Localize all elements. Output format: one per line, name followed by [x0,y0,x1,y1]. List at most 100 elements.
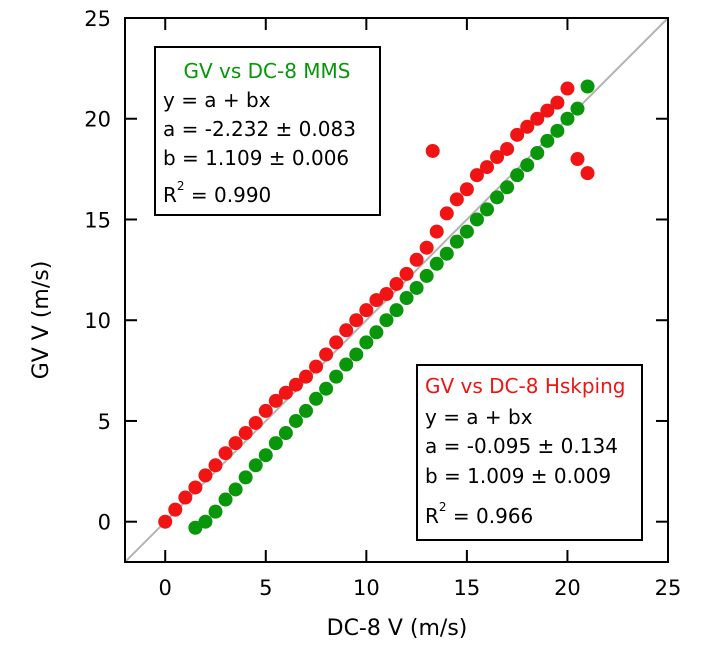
stat-box-hskping: GV vs DC-8 Hskping y = a + bx a = -0.095… [416,364,643,541]
stat-box-mms-a: a = -2.232 ± 0.083 [163,117,356,141]
hskping-point [480,160,494,175]
stat-box-mms-title: GV vs DC-8 MMS [183,59,350,83]
stat-box-hskping-a: a = -0.095 ± 0.134 [425,434,618,458]
stat-box-mms-b: b = 1.109 ± 0.006 [163,146,349,170]
y-tick-label: 15 [84,208,111,232]
r-superscript: 2 [177,179,185,193]
r2-value: = 0.966 [447,504,534,528]
y-tick-label: 5 [98,410,111,434]
mms-point [309,391,324,406]
hskping-point [399,266,414,281]
mms-point [540,133,555,148]
stat-box-hskping-equation: y = a + bx [425,405,533,429]
hskping-point [570,152,585,167]
mms-point [288,413,303,428]
hskping-point [530,111,545,126]
series-mms-points [188,79,595,535]
y-tick-label: 25 [84,7,111,31]
hskping-point [409,252,424,267]
y-axis-title: GV V (m/s) [29,261,54,380]
mms-point [248,458,263,473]
mms-point [329,369,344,384]
y-tick-label: 10 [84,309,111,333]
mms-point [520,158,535,173]
mms-point [268,436,283,451]
y-tick-label: 20 [84,108,111,132]
mms-point [349,347,364,362]
mms-point [208,504,223,519]
mms-point [500,180,515,195]
hskping-point [349,313,364,328]
stat-box-mms: GV vs DC-8 MMS y = a + bx a = -2.232 ± 0… [154,46,381,216]
mms-point [439,246,454,261]
y-tick-label: 0 [98,511,111,535]
hskping-point [510,127,525,142]
stat-box-hskping-b: b = 1.009 ± 0.009 [425,464,611,488]
mms-point [580,79,595,94]
hskping-point [550,95,565,110]
mms-point [560,111,575,126]
mms-point [278,426,293,441]
hskping-point [540,103,555,118]
hskping-point [248,415,263,430]
x-tick-label: 15 [454,576,481,600]
hskping-point [208,458,223,473]
mms-point [419,268,434,283]
hskping-point [429,224,444,239]
r-symbol: R [163,183,177,207]
mms-point [429,256,444,271]
x-axis-title: DC-8 V (m/s) [327,616,468,641]
mms-point [409,280,424,295]
mms-point [449,234,464,249]
mms-point [480,202,494,217]
mms-point [198,514,213,529]
hskping-point [258,403,273,418]
mms-point [218,492,233,507]
mms-point [510,168,525,183]
hskping-point [218,446,233,461]
hskping-point [419,240,434,255]
mms-point [228,482,243,497]
mms-point [379,313,394,328]
hskping-point [319,347,334,362]
hskping-point [198,468,213,483]
hskping-point [520,119,535,134]
hskping-point [299,369,313,384]
mms-point [530,145,545,160]
mms-point [459,224,474,239]
mms-point [188,520,203,535]
mms-point [359,335,374,350]
mms-point [469,212,484,227]
r-superscript: 2 [439,500,447,514]
axis-ticks: 0 5 10 15 20 25 0 5 10 15 20 25 [84,7,681,600]
hskping-point [439,206,454,221]
x-tick-label: 0 [159,576,172,600]
hskping-point [168,502,183,517]
hskping-point [309,359,324,374]
stat-box-hskping-r2: R2 = 0.966 [425,500,533,528]
mms-point [369,325,384,340]
hskping-point [339,323,354,338]
mms-point [299,403,313,418]
hskping-point [278,385,293,400]
mms-point [319,381,334,396]
mms-point [258,448,273,463]
plot-frame [124,17,669,563]
stat-box-hskping-title: GV vs DC-8 Hskping [425,374,625,398]
hskping-point [188,480,203,495]
mms-point [490,190,505,205]
stat-box-mms-r2: R2 = 0.990 [163,179,271,207]
r-symbol: R [425,504,439,528]
hskping-point [560,81,575,96]
hskping-point [389,276,404,291]
mms-point [238,470,253,485]
hskping-point [469,168,484,183]
hskping-point [268,393,283,408]
hskping-point [500,141,515,156]
mms-point [570,101,585,116]
hskping-point [459,182,474,197]
hskping-point [369,293,384,308]
x-tick-label: 5 [259,576,272,600]
hskping-point [449,192,464,207]
